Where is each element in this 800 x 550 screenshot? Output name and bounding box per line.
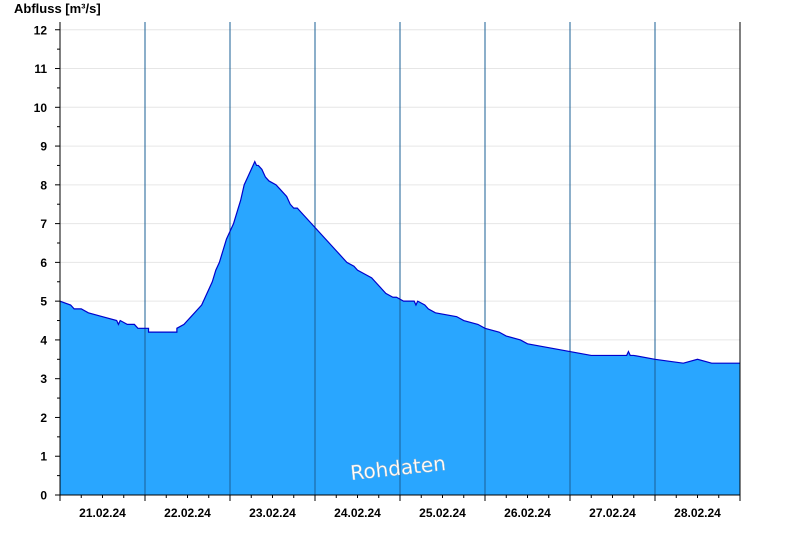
y-tick-label: 10 — [34, 101, 48, 115]
y-tick-label: 5 — [40, 295, 47, 309]
y-tick-label: 11 — [34, 62, 47, 76]
y-tick-label: 4 — [40, 333, 47, 347]
x-tick-label: 21.02.24 — [79, 506, 126, 520]
x-tick-labels: 21.02.24 22.02.24 23.02.24 24.02.24 25.02.24… — [79, 506, 721, 520]
y-tick-label: 1 — [40, 450, 47, 464]
x-tick-label: 25.02.24 — [419, 506, 466, 520]
x-tick-label: 24.02.24 — [334, 506, 381, 520]
axes — [55, 22, 741, 501]
y-tick-label: 6 — [40, 256, 47, 270]
y-tick-label: 9 — [40, 140, 47, 154]
day-separator-lines — [144, 22, 656, 495]
x-tick-label: 22.02.24 — [164, 506, 211, 520]
x-tick-label: 28.02.24 — [674, 506, 721, 520]
x-tick-label: 26.02.24 — [504, 506, 551, 520]
y-axis-label: Abfluss [m³/s] — [14, 1, 101, 16]
y-tick-label: 12 — [34, 23, 48, 37]
y-tick-label: 7 — [40, 217, 47, 231]
y-tick-label: 2 — [40, 411, 47, 425]
y-tick-label: 3 — [40, 372, 47, 386]
x-tick-label: 27.02.24 — [589, 506, 636, 520]
y-tick-label: 0 — [40, 489, 47, 503]
y-tick-label: 8 — [40, 178, 47, 192]
discharge-line — [59, 160, 740, 364]
x-tick-label: 23.02.24 — [249, 506, 296, 520]
